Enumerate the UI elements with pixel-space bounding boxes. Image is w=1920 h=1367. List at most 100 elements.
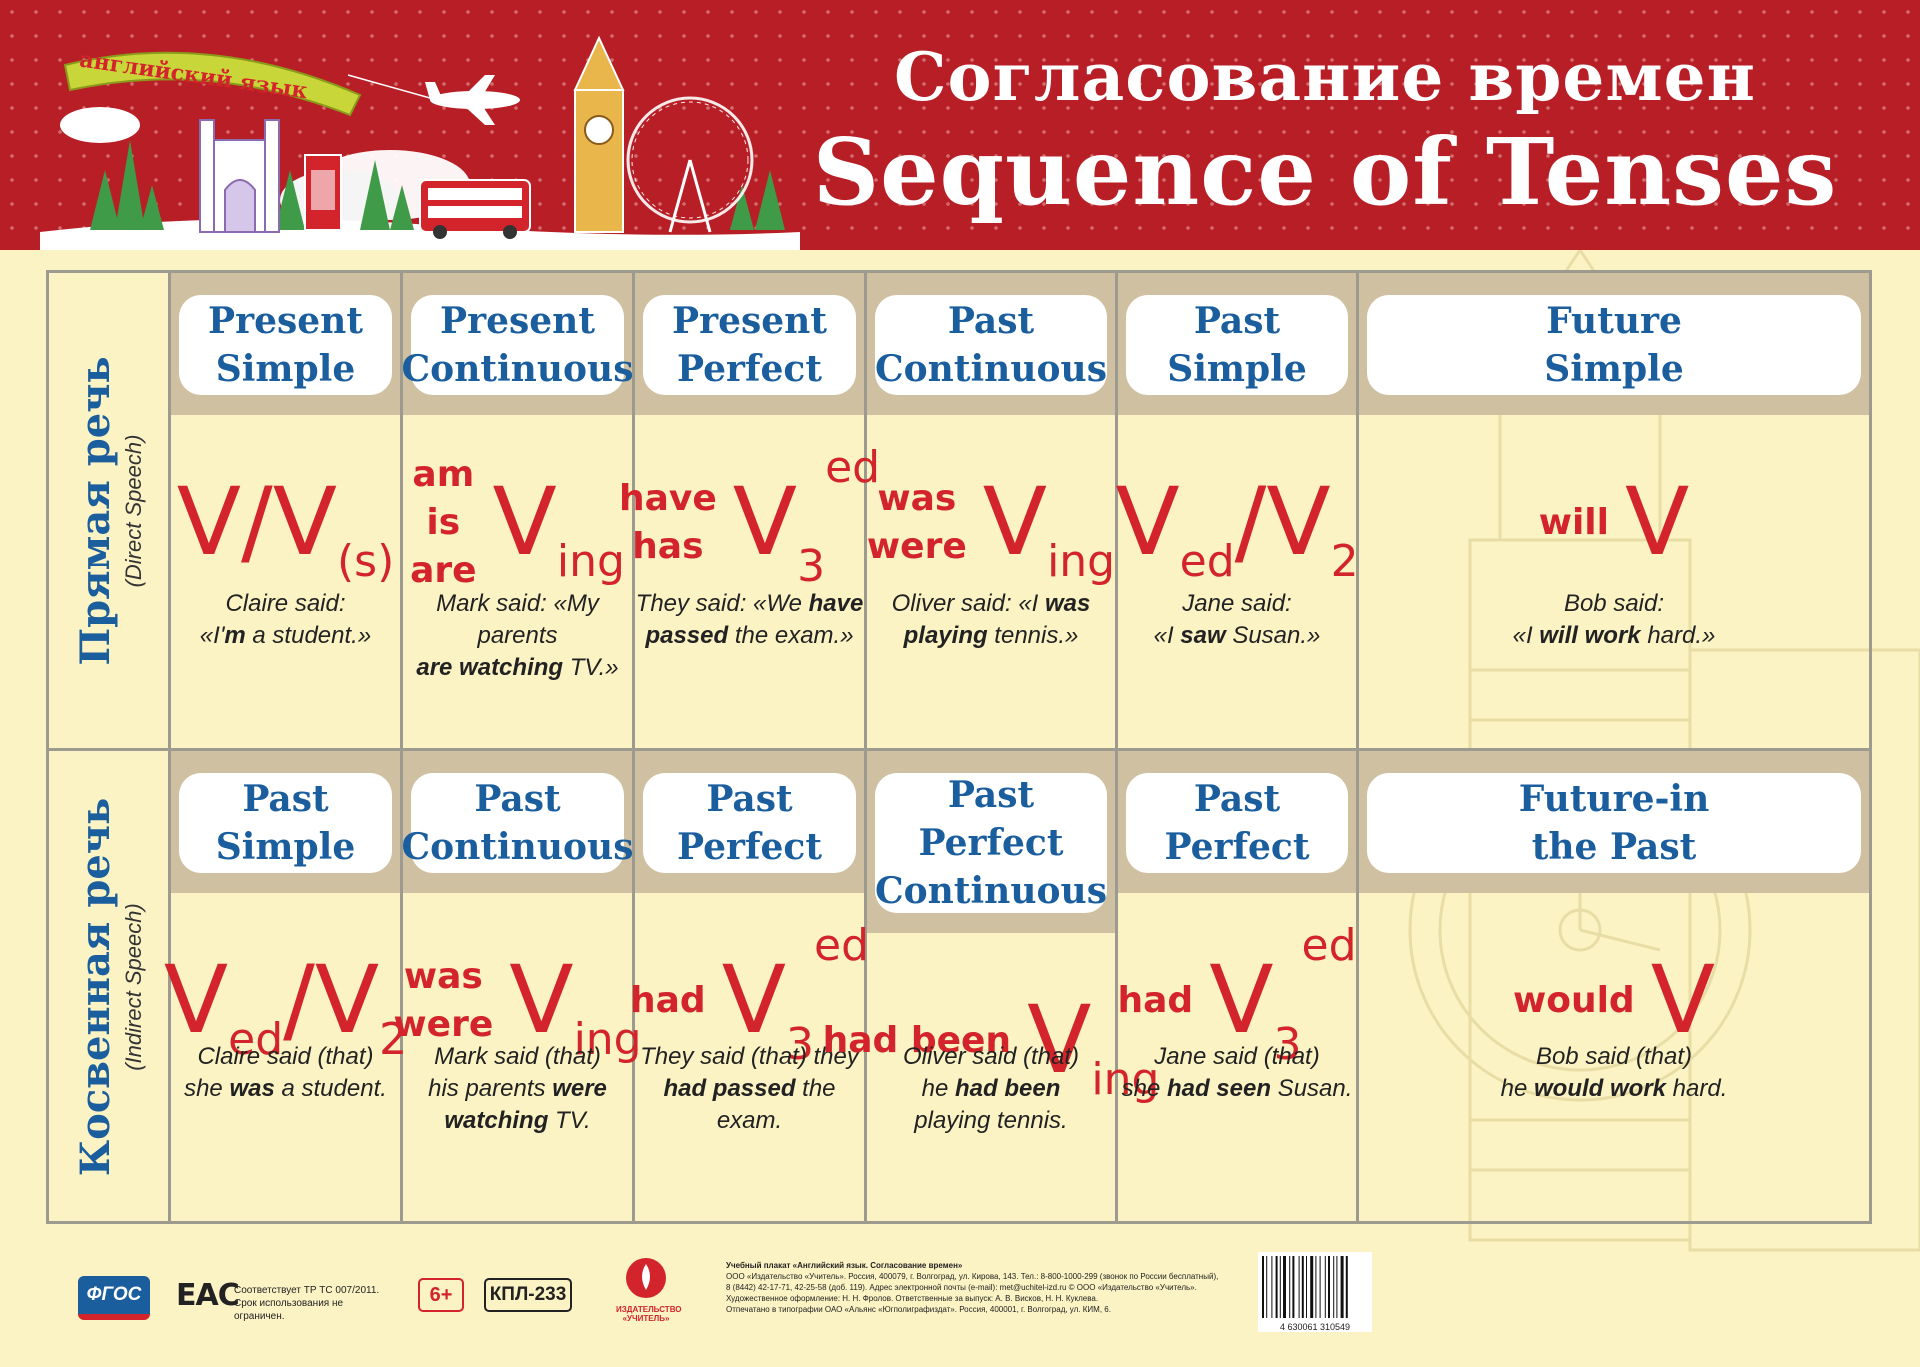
example-line: Oliver said (that)	[902, 1043, 1080, 1070]
tense-cell: Past Perfect had V 3 ed They said (that) they h…	[630, 751, 869, 1223]
tense-formula: had been Ving	[823, 971, 1160, 1111]
auxiliary-verb: have	[618, 478, 717, 519]
barcode-bar	[1336, 1256, 1338, 1318]
auxiliary-verbs: had	[1118, 977, 1194, 1025]
publisher-name: «УЧИТЕЛЬ»	[622, 1314, 670, 1323]
title-russian: Согласование времен	[894, 38, 1756, 116]
tense-cell: Past Perfect had V 3 ed Jane said (that) she ha…	[1118, 751, 1359, 1223]
v-vs-formula: V/V(s)	[177, 476, 395, 588]
ved-v2-formula: Ved/V2	[164, 954, 407, 1066]
example-line: Bob said:	[1563, 590, 1665, 617]
example-line: Claire said:	[225, 590, 346, 617]
formula-three: 3	[786, 1019, 815, 1070]
auxiliary-verbs: would	[1513, 977, 1635, 1025]
v-ing-formula: Ving	[509, 954, 641, 1066]
formula-s: (s)	[337, 536, 395, 587]
formula-ing: ing	[573, 1014, 642, 1065]
auxiliary-verbs: am is are	[410, 451, 476, 595]
tense-name-box: Present Perfect	[643, 295, 856, 395]
tense-name-line: Continuous	[401, 826, 634, 868]
tense-cell: Present Perfect have has V 3 ed They said: «We …	[619, 273, 880, 748]
barcode-bar	[1298, 1256, 1300, 1318]
tense-name-line: Simple	[1167, 348, 1307, 390]
formula-ing: ing	[556, 536, 625, 587]
auxiliary-verb: had been	[822, 1020, 1012, 1061]
tense-name-line: Simple	[215, 348, 356, 390]
row-label-main: Косвенная речь	[72, 797, 119, 1177]
auxiliary-verb: are	[410, 550, 477, 591]
indirect-speech-row: Косвенная речь (Indirect Speech) Past Simpl…	[49, 748, 1869, 1223]
barcode-bar	[1319, 1256, 1321, 1318]
auxiliary-verb: has	[632, 526, 704, 567]
formula-ing: ing	[1047, 536, 1116, 587]
auxiliary-verb: am	[412, 454, 475, 495]
cert-line: Соответствует ТР ТС 007/2011.	[234, 1285, 380, 1296]
tense-cell: Past Simple Ved/V2 Jane said: «I saw Susan.»	[1115, 273, 1359, 748]
tense-cell: Past Continuous was were Ving Mark said (that…	[393, 751, 642, 1223]
example-line: «I will work hard.»	[1512, 622, 1716, 649]
tense-name-line: Past	[1193, 778, 1281, 820]
tense-name-line: Past	[947, 774, 1035, 816]
certification-text: Соответствует ТР ТС 007/2011. Срок испол…	[234, 1284, 394, 1323]
example-line: he had been	[921, 1075, 1061, 1102]
tense-name-line: the Past	[1531, 826, 1697, 868]
imprint-title: Учебный плакат «Английский язык. Согласо…	[726, 1261, 963, 1270]
auxiliary-verbs: was were	[867, 475, 967, 571]
v-ing-formula: Ving	[983, 476, 1115, 588]
barcode-bar	[1271, 1256, 1273, 1318]
barcode-bar	[1283, 1256, 1286, 1318]
barcode-bar	[1328, 1256, 1330, 1318]
formula-V: V	[1209, 946, 1274, 1055]
barcode-bar	[1289, 1256, 1291, 1318]
auxiliary-verb: would	[1512, 980, 1635, 1021]
header-banner: английский язык Согласование времен Sequ…	[0, 0, 1920, 250]
barcode	[1258, 1252, 1372, 1322]
auxiliary-verbs: had been	[823, 1017, 1011, 1065]
imprint-text: Учебный плакат «Английский язык. Согласо…	[726, 1260, 1266, 1315]
auxiliary-verb: were	[393, 1004, 494, 1045]
example-sentence: Oliver said (that) he had been playing ten…	[867, 1041, 1115, 1137]
example-sentence: Mark said (that) his parents were watching…	[403, 1041, 632, 1137]
v3-ed-formula: V 3 ed	[733, 442, 880, 592]
auxiliary-verb: is	[426, 502, 461, 543]
ved-v2-formula: Ved/V2	[1115, 476, 1358, 588]
row-label: Прямая речь (Direct Speech)	[49, 273, 171, 748]
example-sentence: Claire said: «I'm a student.»	[171, 588, 400, 652]
formula-V: V	[509, 946, 574, 1055]
tense-name-line: Past	[242, 778, 329, 820]
barcode-bar	[1333, 1256, 1335, 1318]
example-sentence: Claire said (that) she was a student.	[171, 1041, 400, 1105]
formula-two: 2	[1330, 536, 1359, 587]
tense-formula: had V 3 ed	[1118, 920, 1357, 1071]
tense-name-line: Perfect	[1164, 826, 1310, 868]
formula-slash: /	[241, 468, 273, 577]
example-line: Jane said:	[1182, 590, 1292, 617]
formula-ing: ing	[1091, 1054, 1160, 1105]
tense-name-box: Past Simple	[1126, 295, 1348, 395]
tenses-table: Прямая речь (Direct Speech) Present Simple V…	[46, 270, 1872, 1224]
auxiliary-verb: was	[403, 956, 483, 997]
barcode-bar	[1275, 1256, 1278, 1318]
auxiliary-verbs: had	[630, 977, 706, 1025]
formula-V: V	[1027, 986, 1092, 1095]
tense-name-box: Future Simple	[1367, 295, 1861, 395]
example-sentence: Jane said: «I saw Susan.»	[1118, 588, 1356, 652]
example-line: «I saw Susan.»	[1153, 622, 1321, 649]
example-line: watching TV.	[444, 1107, 591, 1134]
tense-formula: would V	[1359, 931, 1869, 1071]
tense-name-line: Perfect	[677, 826, 822, 868]
formula-ed: ed	[228, 1014, 284, 1065]
formula-V: V	[721, 946, 787, 1055]
example-line: playing tennis.»	[903, 622, 1079, 649]
tense-formula: had V 3 ed	[630, 920, 869, 1071]
tense-name-box: Past Simple	[179, 773, 392, 873]
london-landmarks-illustration: английский язык	[40, 35, 800, 250]
example-line: They said (that) they	[640, 1043, 859, 1070]
tense-name-line: Past	[706, 778, 793, 820]
example-sentence: They said: «We have passed the exam.»	[635, 588, 864, 652]
barcode-bar	[1279, 1256, 1281, 1318]
tense-name-line: Present	[440, 300, 595, 342]
example-line: passed the exam.»	[645, 622, 854, 649]
example-line: playing tennis.	[914, 1107, 1068, 1134]
example-line: are watching TV.»	[416, 654, 619, 681]
